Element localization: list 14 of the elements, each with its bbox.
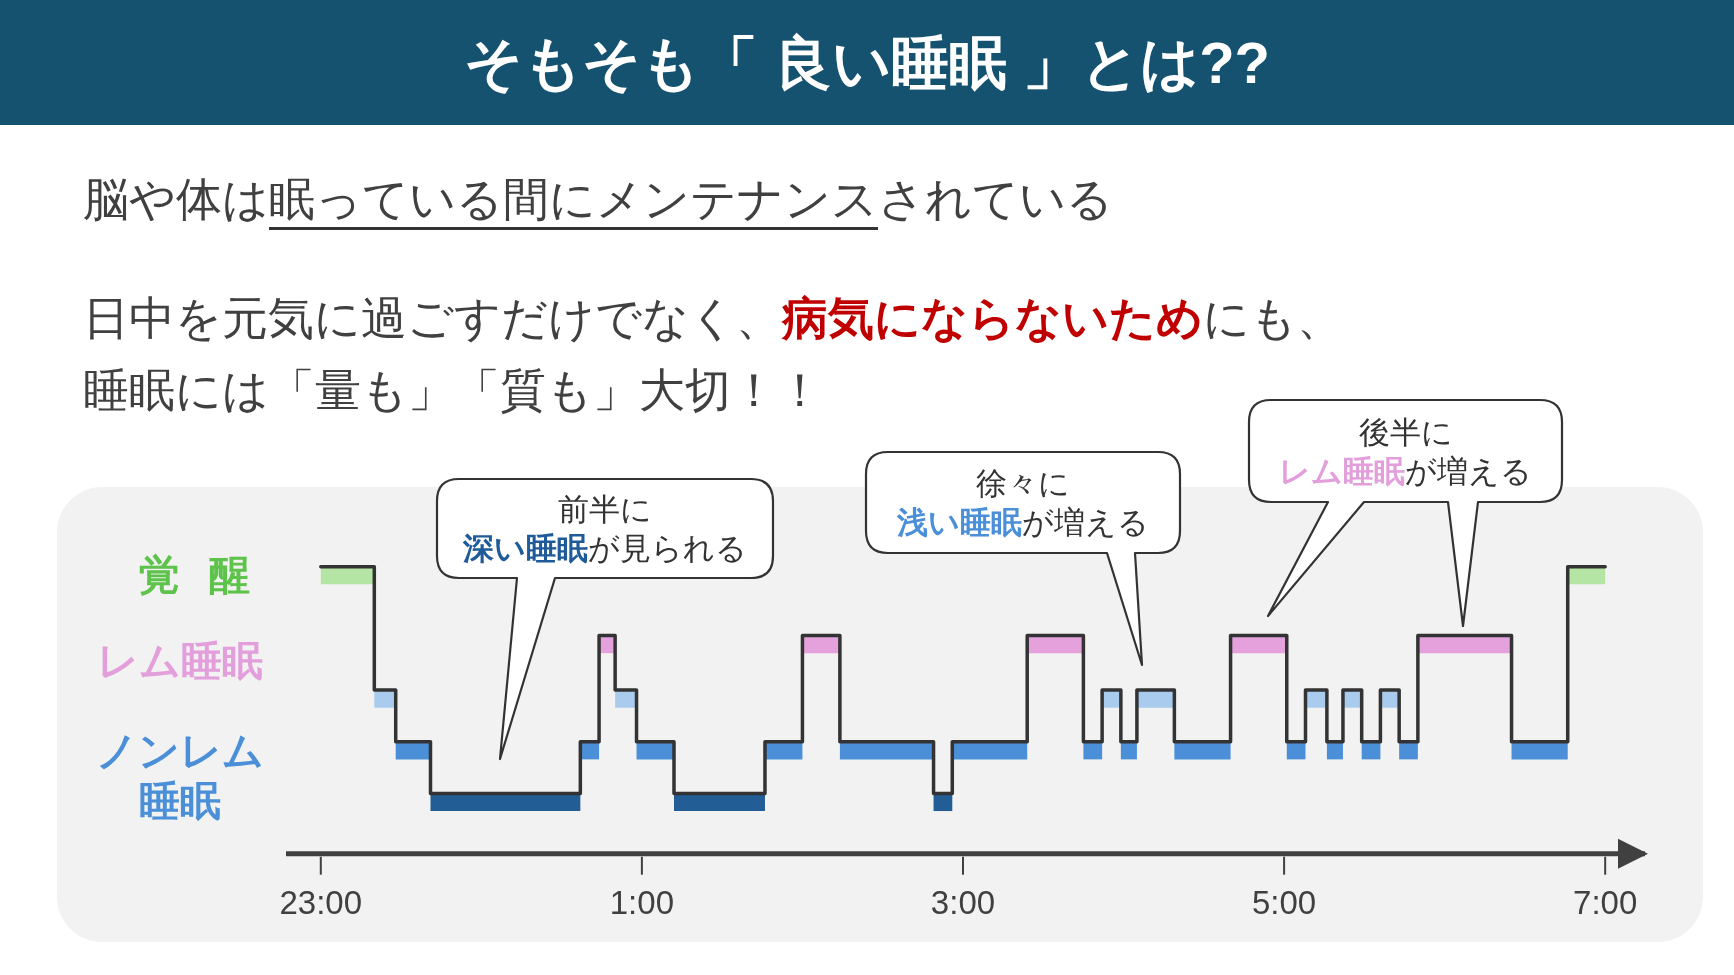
x-tick-label: 23:00 [279, 884, 363, 922]
x-tick-label: 1:00 [609, 884, 674, 922]
text: ノンレム睡眠 [95, 727, 265, 826]
text: 前半に深い睡眠が見られる [462, 491, 747, 566]
chart-title: そもそも「 良い睡眠 」とは?? [0, 0, 1734, 125]
text: 覚醒 [138, 551, 280, 600]
chart-subtitle: 脳や体は眠っている間にメンテナンスされている [83, 172, 1113, 227]
x-tick-label: 5:00 [1251, 884, 1317, 922]
text: レム睡眠 [96, 637, 264, 686]
x-tick-label: 3:00 [930, 884, 996, 922]
text: 後半にレム睡眠が増える [1279, 414, 1532, 488]
text: 日中を元気に過ごすだけでなく、病気にならないためにも、睡眠には「量も」「質も」大切！！ [83, 292, 1343, 416]
text: 徐々に浅い睡眠が増える [896, 465, 1149, 540]
x-tick-label: 7:00 [1573, 884, 1638, 922]
